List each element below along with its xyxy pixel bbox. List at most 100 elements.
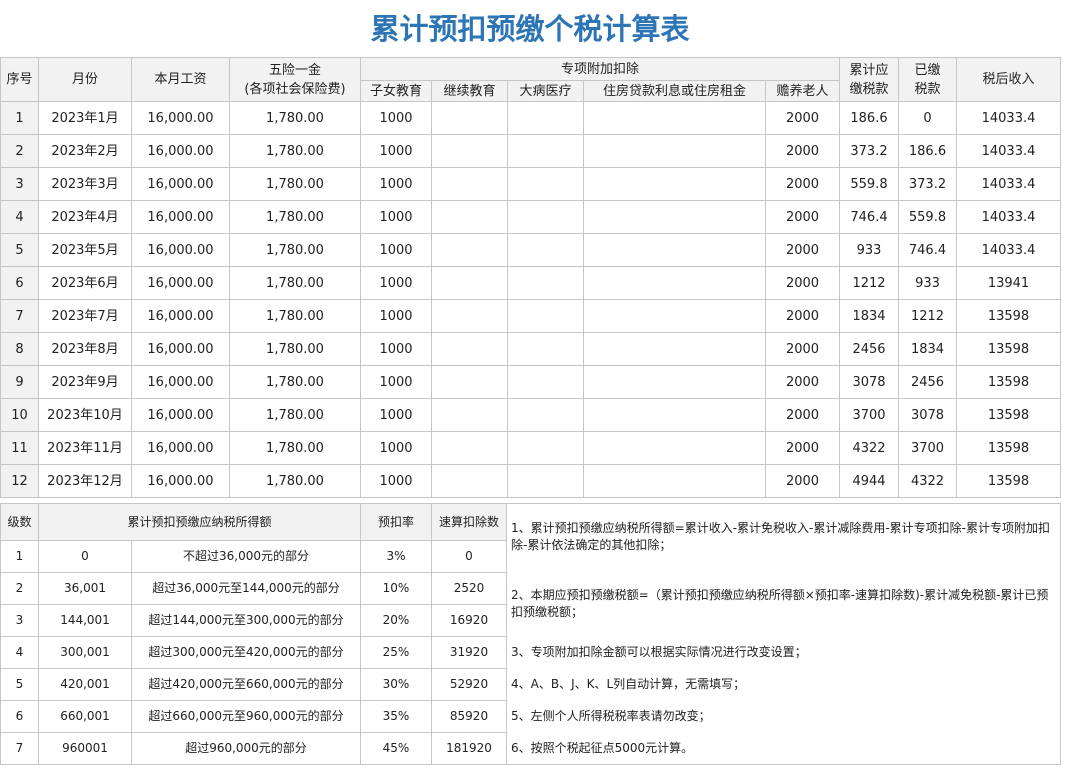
table-cell: 2023年10月 [38,398,132,432]
table-cell: 13598 [956,332,1061,366]
table-cell: 2 [0,134,39,168]
table-cell [507,101,584,135]
table-cell: 1,780.00 [229,398,361,432]
table-cell: 14033.4 [956,101,1061,135]
header-line: 缴税款 [849,81,889,97]
note-text: 1、累计预扣预缴应纳税所得额=累计收入-累计免税收入-累计减除费用-累计专项扣除… [511,521,1051,552]
table-cell: 16,000.00 [131,365,230,399]
table-cell [431,431,508,465]
table-cell: 1000 [360,332,432,366]
table-cell: 3% [360,540,432,573]
table-cell: 16,000.00 [131,266,230,300]
table-cell: 1212 [839,266,899,300]
table-cell: 559.8 [839,167,899,201]
table-cell: 36,001 [38,572,132,605]
table-cell: 1000 [360,200,432,234]
table-cell: 16,000.00 [131,134,230,168]
table-cell: 144,001 [38,604,132,637]
table-cell: 1834 [839,299,899,333]
table-cell: 31920 [431,636,507,669]
table-cell: 16,000.00 [131,233,230,267]
table-cell [507,167,584,201]
note-text: 2、本期应预扣预缴税额=（累计预扣预缴应纳税所得额×预扣率-速算扣除数)-累计减… [511,588,1049,619]
table-cell: 2000 [765,464,840,498]
table-cell: 933 [839,233,899,267]
table-cell: 16,000.00 [131,200,230,234]
table-cell: 2000 [765,398,840,432]
table-cell: 超过300,000元至420,000元的部分 [131,636,361,669]
table-cell: 2023年8月 [38,332,132,366]
table-cell: 5 [0,233,39,267]
table-cell: 2000 [765,299,840,333]
table-cell: 2456 [898,365,957,399]
table-cell: 1000 [360,299,432,333]
table-cell: 373.2 [898,167,957,201]
table-cell [583,332,766,366]
table-cell: 11 [0,431,39,465]
table-cell: 35% [360,700,432,733]
table-cell: 181920 [431,732,507,765]
table-cell: 14033.4 [956,200,1061,234]
table-cell: 559.8 [898,200,957,234]
table-cell [431,200,508,234]
table-cell [431,134,508,168]
table-cell: 16,000.00 [131,464,230,498]
header-cell: 累计应 缴税款 [839,57,899,102]
table-cell: 1,780.00 [229,134,361,168]
table-cell: 1000 [360,464,432,498]
table-cell: 30% [360,668,432,701]
table-cell: 超过960,000元的部分 [131,732,361,765]
table-cell [583,431,766,465]
table-cell: 4322 [898,464,957,498]
table-cell: 13598 [956,398,1061,432]
table-cell: 9 [0,365,39,399]
table-cell: 1,780.00 [229,167,361,201]
table-cell: 2000 [765,101,840,135]
table-cell [583,299,766,333]
table-cell: 10% [360,572,432,605]
table-cell [583,134,766,168]
table-cell: 1000 [360,398,432,432]
table-cell: 2023年4月 [38,200,132,234]
table-cell: 13598 [956,431,1061,465]
sheet-title: 累计预扣预缴个税计算表 [370,12,690,46]
table-cell [431,464,508,498]
header-cell: 级数 [0,503,39,541]
table-cell: 16,000.00 [131,398,230,432]
table-cell: 10 [0,398,39,432]
table-cell: 1 [0,101,39,135]
table-cell: 1212 [898,299,957,333]
table-cell: 2000 [765,332,840,366]
table-cell: 16,000.00 [131,299,230,333]
table-cell: 1,780.00 [229,464,361,498]
table-cell: 746.4 [839,200,899,234]
header-cell: 月份 [38,57,132,102]
header-line: 已缴 [914,62,941,78]
table-cell: 45% [360,732,432,765]
table-cell [507,332,584,366]
table-cell: 25% [360,636,432,669]
table-cell: 2456 [839,332,899,366]
table-cell [583,365,766,399]
table-cell: 2023年9月 [38,365,132,399]
table-cell: 960001 [38,732,132,765]
header-cell: 已缴 税款 [898,57,957,102]
header-cell: 速算扣除数 [431,503,507,541]
table-cell: 4322 [839,431,899,465]
table-cell: 6 [0,266,39,300]
table-cell: 3 [0,604,39,637]
table-cell: 1834 [898,332,957,366]
table-cell: 2023年2月 [38,134,132,168]
table-cell: 2023年12月 [38,464,132,498]
table-cell: 746.4 [898,233,957,267]
table-cell: 13598 [956,464,1061,498]
table-cell: 2520 [431,572,507,605]
table-cell [431,365,508,399]
table-cell: 2000 [765,200,840,234]
table-cell: 13598 [956,299,1061,333]
table-cell: 超过660,000元至960,000元的部分 [131,700,361,733]
table-cell [507,398,584,432]
note-text: 5、左侧个人所得税税率表请勿改变； [511,709,711,723]
table-cell: 0 [38,540,132,573]
